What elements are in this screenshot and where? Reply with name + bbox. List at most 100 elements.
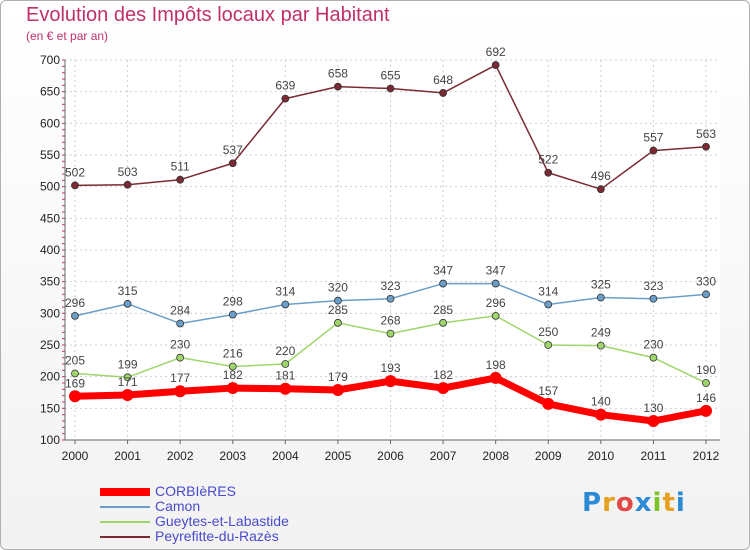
data-point [702,290,710,299]
data-label: 216 [223,347,243,361]
data-point [71,311,79,320]
data-label: 692 [486,45,506,59]
data-point [439,89,447,97]
x-tick-label: 2002 [167,449,194,463]
y-tick-label: 450 [40,211,60,225]
data-point [439,279,447,288]
y-tick-label: 250 [40,338,60,352]
data-point [647,415,660,427]
logo-letter: P [582,488,603,518]
logo-letter: r [602,488,616,518]
data-label: 502 [65,165,85,179]
proxiti-logo: Proxiti [582,488,686,518]
data-point [331,383,344,396]
data-label: 182 [223,368,243,382]
data-label: 182 [433,368,453,382]
x-tick-label: 2009 [535,449,562,463]
data-point [386,329,395,338]
data-label: 314 [538,284,558,298]
data-label: 285 [433,303,453,317]
data-label: 315 [118,284,138,298]
data-label: 347 [433,264,453,278]
data-point [491,279,500,288]
x-tick-label: 2007 [430,449,457,463]
data-point [71,181,79,190]
data-point [542,397,555,410]
x-tick-label: 2004 [272,449,299,463]
chart-title: Evolution des Impôts locaux par Habitant [26,4,390,26]
x-tick-label: 2008 [482,449,509,463]
data-point [176,175,185,184]
data-label: 146 [696,391,716,405]
data-label: 496 [591,169,611,183]
x-tick-label: 2011 [641,449,667,463]
data-point [334,296,342,305]
data-point [596,341,605,350]
data-label: 296 [65,296,85,310]
data-label: 140 [591,395,611,409]
logo-letter: t [662,488,676,518]
data-label: 284 [170,303,190,317]
data-label: 220 [275,344,295,358]
data-label: 285 [328,303,348,317]
data-point [334,82,342,91]
data-label: 655 [380,69,400,83]
logo-letter: x [634,488,653,518]
data-point [71,369,79,378]
logo-letter: o [615,488,635,518]
data-label: 181 [275,369,295,383]
data-label: 296 [486,296,506,310]
data-label: 658 [328,67,348,81]
data-label: 522 [538,153,558,167]
data-point [281,360,290,368]
data-label: 537 [223,143,243,157]
y-tick-label: 650 [40,85,60,99]
legend-label: Peyrefitte-du-Razès [155,528,279,544]
data-label: 205 [65,354,85,368]
data-label: 268 [380,314,400,328]
data-point [596,293,605,302]
data-point [228,159,237,168]
data-point [491,61,500,69]
data-label: 298 [223,295,243,309]
data-point [228,362,237,371]
data-label: 169 [65,376,85,390]
data-point [439,318,447,327]
data-label: 193 [380,361,400,375]
data-point [702,379,710,387]
data-point [123,180,132,189]
data-point [544,341,553,349]
x-tick-label: 2001 [114,449,141,463]
data-label: 198 [486,358,506,372]
data-label: 323 [380,279,400,293]
data-point [281,300,290,309]
legend-swatch [100,488,150,496]
data-label: 323 [643,279,663,293]
data-label: 177 [170,371,190,385]
x-tick-label: 2010 [587,449,614,463]
x-tick-label: 2000 [62,449,89,463]
y-tick-label: 700 [40,53,60,67]
data-point [176,319,185,328]
data-label: 179 [328,370,348,384]
data-point [69,390,81,403]
data-point [123,373,132,382]
data-label: 250 [538,325,558,339]
data-label: 648 [433,73,453,87]
data-label: 230 [643,338,663,352]
data-point [386,294,395,303]
data-point [649,353,658,362]
chart-subtitle: (en € et par an) [26,29,109,43]
data-point [174,385,187,398]
data-label: 314 [275,284,295,298]
data-point [544,300,553,309]
data-point [491,311,500,320]
data-label: 130 [643,401,663,415]
legend-swatch [100,506,150,508]
legend-label: CORBIèRES [155,483,236,499]
y-tick-label: 100 [40,433,60,447]
data-point [384,375,397,388]
data-point [544,168,553,177]
y-tick-label: 200 [40,370,60,384]
